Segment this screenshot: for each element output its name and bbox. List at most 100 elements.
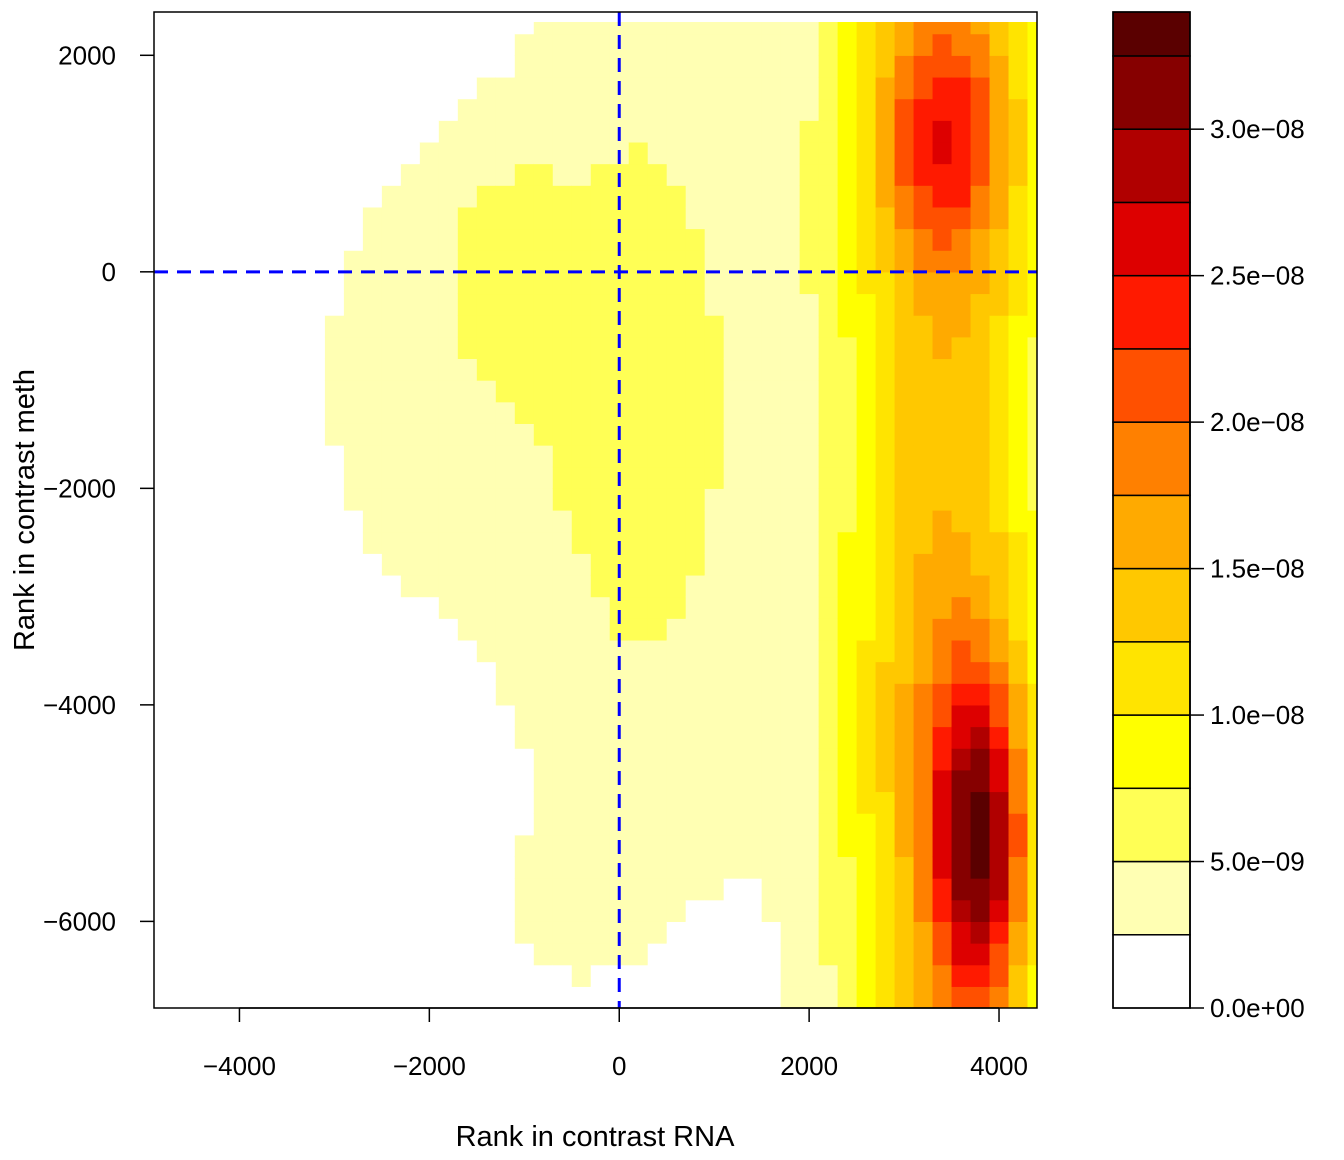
density-cell	[913, 878, 934, 901]
density-cell	[343, 401, 364, 424]
density-cell	[951, 206, 972, 230]
density-cell	[685, 769, 706, 793]
density-cell	[818, 531, 839, 554]
density-cell	[286, 986, 307, 1008]
density-cell	[286, 574, 307, 598]
density-cell	[229, 921, 250, 944]
density-cell	[514, 856, 535, 879]
density-cell	[666, 553, 687, 576]
density-cell	[381, 618, 402, 641]
x-tick-label: 0	[612, 1051, 626, 1081]
density-cell	[780, 76, 801, 100]
density-cell	[818, 661, 839, 684]
density-cell	[154, 726, 174, 749]
density-cell	[932, 510, 953, 533]
density-cell	[647, 488, 668, 511]
density-cell	[989, 531, 1010, 554]
density-cell	[229, 76, 250, 100]
density-cell	[989, 748, 1010, 771]
density-cell	[685, 33, 706, 56]
density-cell	[647, 986, 668, 1008]
density-cell	[229, 423, 250, 446]
density-cell	[818, 120, 839, 143]
density-cell	[362, 293, 383, 316]
density-cell	[476, 791, 497, 814]
density-cell	[419, 553, 440, 576]
density-cell	[837, 380, 858, 403]
density-cell	[495, 964, 516, 987]
density-cell	[685, 748, 706, 771]
density-cell	[951, 704, 972, 728]
density-cell	[875, 358, 896, 381]
density-cell	[305, 185, 326, 208]
density-cell	[1008, 271, 1029, 295]
density-cell	[362, 380, 383, 403]
density-cell	[457, 986, 478, 1008]
density-cell	[229, 964, 250, 987]
y-tick-label: −6000	[43, 906, 116, 936]
density-cell	[932, 250, 953, 273]
density-cell	[419, 596, 440, 619]
density-cell	[400, 986, 421, 1008]
density-cell	[913, 639, 934, 663]
density-cell	[609, 574, 630, 598]
density-cell	[267, 228, 288, 251]
density-cell	[970, 445, 991, 468]
density-cell	[856, 531, 877, 554]
density-cell	[742, 445, 763, 468]
density-cell	[704, 510, 725, 533]
density-cell	[856, 683, 877, 706]
density-cell	[856, 769, 877, 793]
density-cell	[761, 596, 782, 619]
density-cell	[989, 206, 1010, 230]
density-cell	[875, 466, 896, 489]
density-cell	[419, 271, 440, 295]
density-cell	[514, 986, 535, 1008]
density-cell	[704, 98, 725, 121]
density-cell	[154, 141, 174, 165]
density-cell	[324, 964, 345, 987]
density-cell	[761, 986, 782, 1008]
density-cell	[799, 553, 820, 576]
density-cell	[742, 228, 763, 251]
density-cell	[552, 380, 573, 403]
density-cell	[666, 423, 687, 446]
density-cell	[913, 899, 934, 922]
density-cell	[514, 574, 535, 598]
density-cell	[514, 315, 535, 338]
density-cell	[913, 769, 934, 793]
density-cell	[856, 596, 877, 619]
density-cell	[951, 163, 972, 186]
density-cell	[932, 141, 953, 165]
density-cell	[210, 98, 231, 121]
density-cell	[381, 423, 402, 446]
density-cell	[1027, 76, 1037, 100]
density-cell	[704, 553, 725, 576]
density-cell	[552, 878, 573, 901]
density-cell	[1008, 33, 1029, 56]
density-cell	[970, 834, 991, 858]
density-cell	[647, 574, 668, 598]
density-cell	[666, 163, 687, 186]
density-cell	[248, 943, 269, 966]
density-cell	[628, 878, 649, 901]
density-cell	[381, 834, 402, 858]
density-cell	[894, 661, 915, 684]
density-cell	[723, 878, 744, 901]
density-cell	[438, 683, 459, 706]
density-cell	[172, 791, 193, 814]
density-cell	[932, 380, 953, 403]
density-cell	[343, 683, 364, 706]
density-cell	[248, 921, 269, 944]
density-cell	[305, 250, 326, 273]
density-cell	[647, 510, 668, 533]
density-cell	[837, 964, 858, 987]
density-cell	[913, 964, 934, 987]
density-cell	[1008, 553, 1029, 576]
density-cell	[685, 921, 706, 944]
density-cell	[400, 921, 421, 944]
density-cell	[590, 553, 611, 576]
density-cell	[628, 120, 649, 143]
density-cell	[970, 141, 991, 165]
